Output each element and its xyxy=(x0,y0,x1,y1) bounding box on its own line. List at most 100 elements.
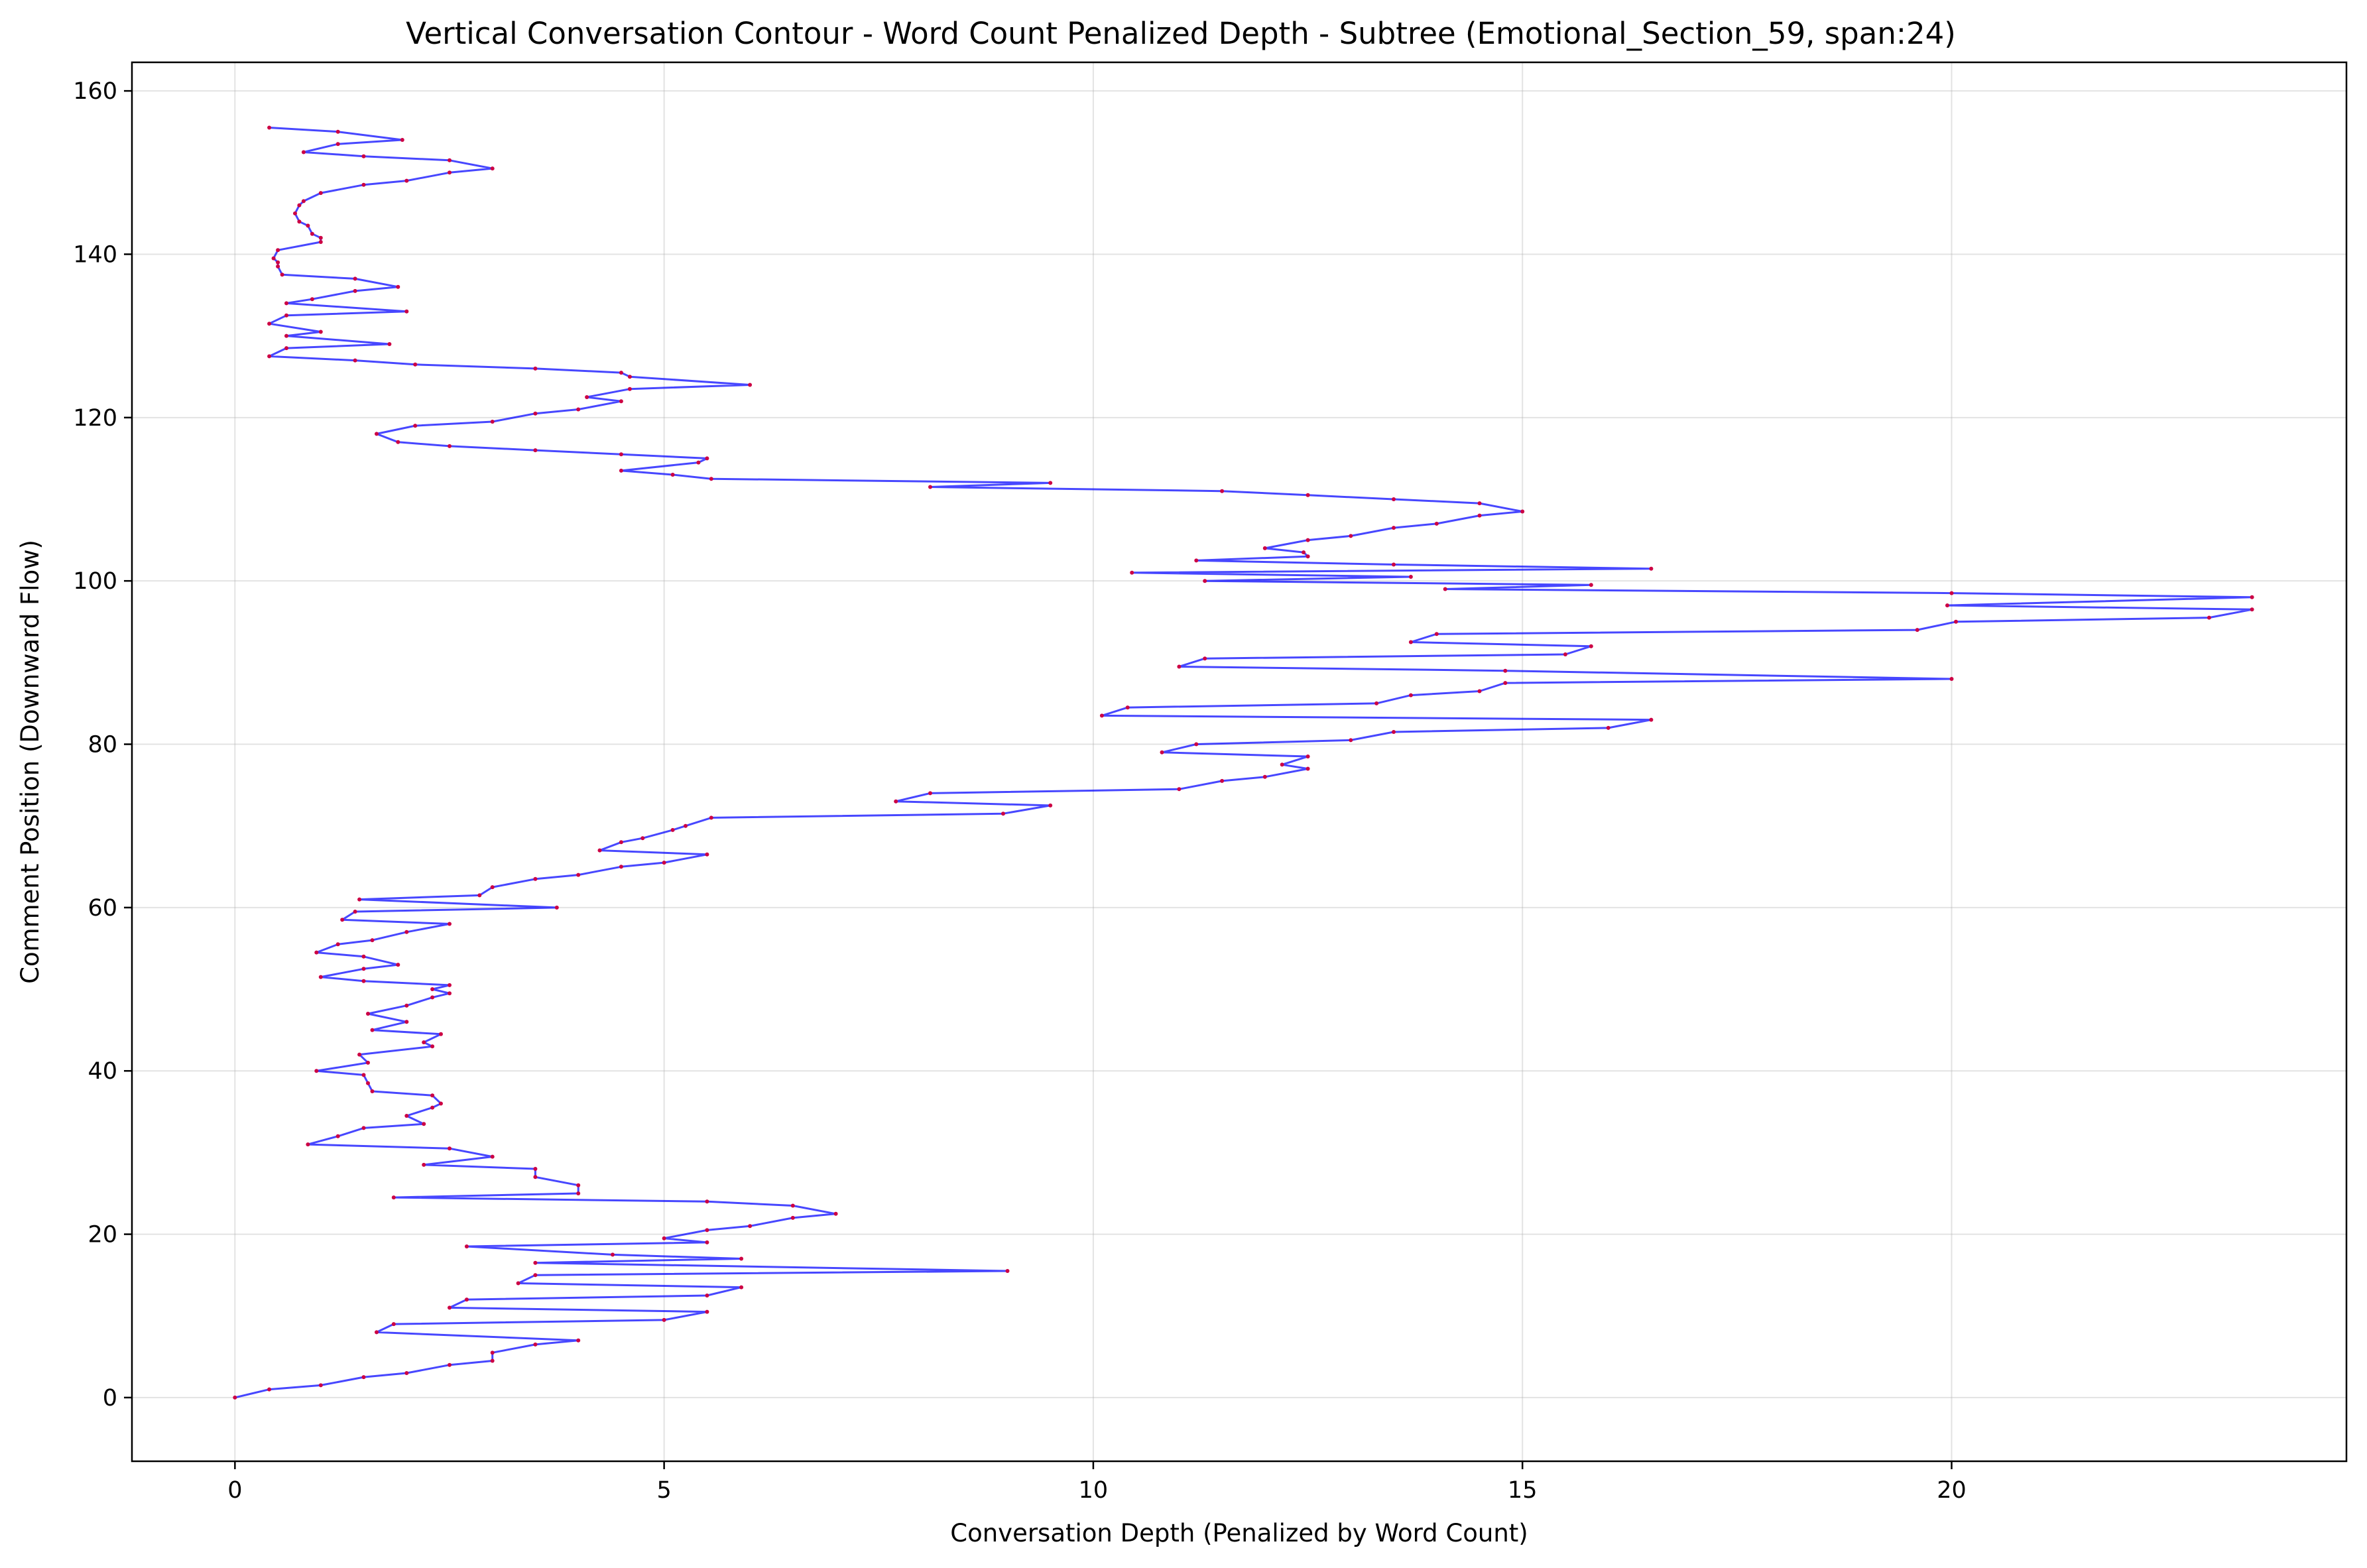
data-point xyxy=(387,342,392,346)
y-axis-label: Comment Position (Downward Flow) xyxy=(16,540,44,984)
y-tick-label: 140 xyxy=(73,241,117,268)
data-point xyxy=(1194,742,1199,747)
grid xyxy=(132,62,2346,1461)
data-point xyxy=(448,158,452,162)
data-point xyxy=(448,1305,452,1310)
y-axis: 0 20 40 60 80 100 120 140 160 xyxy=(73,78,132,1412)
data-point xyxy=(490,885,495,890)
data-point xyxy=(619,399,623,404)
data-point xyxy=(448,1362,452,1367)
data-point xyxy=(1477,513,1482,518)
data-point xyxy=(276,264,280,269)
x-axis: 0 5 10 15 20 xyxy=(227,1461,1967,1504)
y-tick-label: 40 xyxy=(88,1058,117,1085)
data-point xyxy=(448,922,452,926)
data-point xyxy=(439,1032,443,1036)
data-point xyxy=(366,1081,370,1085)
y-tick-label: 0 xyxy=(103,1385,117,1412)
data-point xyxy=(662,861,666,865)
data-point xyxy=(267,125,272,130)
data-point xyxy=(490,1154,495,1159)
data-point xyxy=(1262,546,1267,550)
data-point xyxy=(928,485,932,489)
data-point xyxy=(619,452,623,457)
data-point xyxy=(335,1134,340,1138)
data-point xyxy=(627,375,632,379)
series xyxy=(233,125,2254,1400)
data-point xyxy=(1302,550,1306,555)
data-point xyxy=(1177,664,1182,669)
data-point xyxy=(448,983,452,987)
data-point xyxy=(301,199,306,204)
data-point xyxy=(361,154,366,158)
data-point xyxy=(396,963,400,967)
series-line xyxy=(234,127,2254,1399)
data-point xyxy=(353,276,357,281)
data-point xyxy=(1954,619,1958,624)
data-point xyxy=(533,411,538,416)
data-point xyxy=(430,1044,435,1049)
data-point xyxy=(640,836,645,841)
data-point xyxy=(361,1375,366,1380)
data-point xyxy=(448,1146,452,1151)
data-point xyxy=(396,284,400,289)
data-point xyxy=(1503,681,1508,686)
data-point xyxy=(464,1244,469,1248)
data-point xyxy=(705,1309,709,1314)
data-point xyxy=(361,967,366,971)
data-point xyxy=(1001,812,1005,816)
data-point xyxy=(280,272,284,277)
data-point xyxy=(404,1114,409,1118)
data-point xyxy=(490,1351,495,1355)
data-point xyxy=(790,1215,795,1220)
data-point xyxy=(533,1167,538,1171)
data-point xyxy=(705,1240,709,1244)
data-point xyxy=(353,358,357,363)
data-point xyxy=(576,873,581,877)
data-point xyxy=(366,1060,370,1065)
data-point xyxy=(1220,778,1225,783)
data-point xyxy=(271,256,276,261)
data-point xyxy=(361,1073,366,1077)
data-point xyxy=(516,1281,520,1286)
data-point xyxy=(705,1228,709,1233)
data-point xyxy=(1408,693,1413,697)
data-point xyxy=(662,1236,666,1240)
data-point xyxy=(370,938,375,943)
data-point xyxy=(1005,1269,1010,1273)
data-point xyxy=(684,823,688,828)
data-point xyxy=(361,1126,366,1130)
data-point xyxy=(490,166,495,171)
data-point xyxy=(739,1285,744,1290)
data-point xyxy=(310,231,314,236)
data-point xyxy=(1305,538,1310,542)
y-tick-label: 60 xyxy=(88,895,117,922)
data-point xyxy=(353,288,357,293)
data-point xyxy=(318,235,323,240)
data-point xyxy=(1563,652,1567,656)
data-point xyxy=(1392,730,1396,734)
data-point xyxy=(318,240,323,244)
data-point xyxy=(310,297,314,302)
data-point xyxy=(361,954,366,959)
data-point xyxy=(2250,607,2254,612)
data-point xyxy=(576,407,581,412)
data-point xyxy=(297,219,302,224)
data-point xyxy=(361,979,366,983)
data-point xyxy=(464,1297,469,1302)
data-point xyxy=(1503,668,1508,673)
data-point xyxy=(297,203,302,208)
data-point xyxy=(267,354,272,359)
data-point xyxy=(894,799,898,804)
data-point xyxy=(928,791,932,796)
data-point xyxy=(1589,583,1593,587)
data-point xyxy=(1048,803,1053,808)
data-point xyxy=(533,1175,538,1179)
data-point xyxy=(1048,481,1053,485)
data-point xyxy=(1649,566,1654,571)
data-point xyxy=(533,366,538,371)
data-point xyxy=(1203,579,1207,583)
data-point xyxy=(619,840,623,845)
data-point xyxy=(357,897,362,902)
data-point xyxy=(477,893,482,898)
